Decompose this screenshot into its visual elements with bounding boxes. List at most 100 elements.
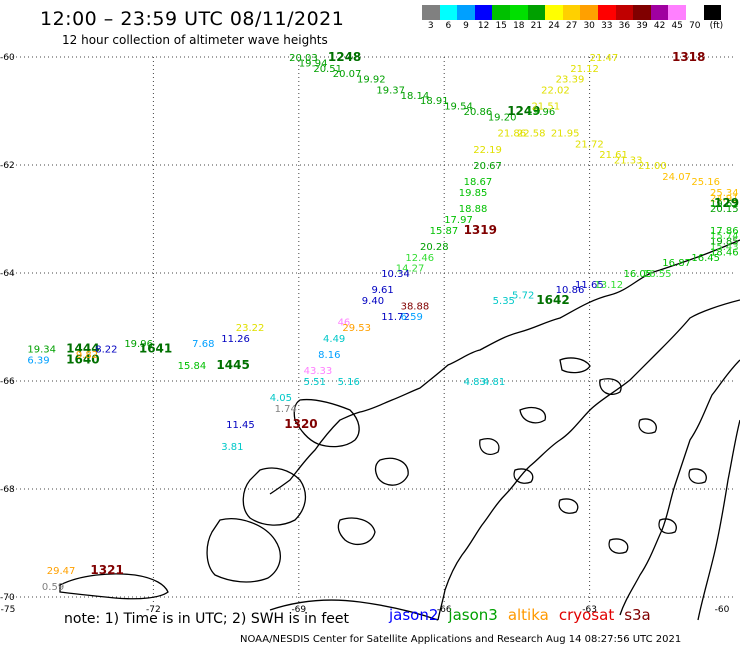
- wave-height-value: 8.16: [318, 350, 340, 361]
- time-label: 1642: [536, 293, 569, 307]
- wave-height-value: 14.27: [396, 264, 425, 275]
- wave-height-value: 15.43: [710, 242, 739, 253]
- page-subtitle: 12 hour collection of altimeter wave hei…: [62, 33, 328, 47]
- longitude-tick-label: -63: [582, 605, 597, 615]
- color-legend-ticks: 3 6 9 12 15 18 21 24 27 30 33 36 39 42 45 70 (ft): [422, 21, 732, 33]
- wave-height-value: 19.92: [357, 75, 386, 86]
- wave-height-value: 16.05: [624, 269, 653, 280]
- color-legend-swatch: [457, 5, 475, 20]
- wave-height-value: 11.45: [226, 420, 255, 431]
- wave-height-value: 11.72: [381, 312, 410, 323]
- wave-height-value: 9.40: [362, 296, 384, 307]
- wave-height-value: 4.81: [483, 377, 505, 388]
- color-legend-tick: 3: [427, 21, 434, 31]
- wave-height-value: 20.15: [710, 204, 739, 215]
- time-label: 1444: [66, 342, 99, 356]
- footer-credit: NOAA/NESDIS Center for Satellite Applica…: [240, 634, 682, 645]
- satellite-legend-entry: jason3: [448, 606, 498, 624]
- color-legend-tick: 18: [513, 21, 525, 31]
- color-legend-tick: (ft): [709, 21, 724, 31]
- color-legend-tick: 33: [601, 21, 613, 31]
- wave-height-value: 21.12: [570, 64, 599, 75]
- coastline: [59, 239, 740, 621]
- color-legend-swatch: [439, 5, 458, 20]
- color-legend-tick: 45: [671, 21, 683, 31]
- wave-height-value: 9.61: [372, 285, 394, 296]
- color-legend-swatch: [703, 5, 722, 20]
- wave-height-value: 21.95: [551, 129, 580, 140]
- color-legend-swatch: [474, 5, 493, 20]
- latitude-tick-label: -70: [0, 593, 15, 603]
- wave-height-value: 20.67: [473, 161, 502, 172]
- wave-height-value: 19.54: [444, 102, 473, 113]
- color-legend-tick: 39: [636, 21, 648, 31]
- time-label: 1319: [464, 223, 497, 237]
- wave-height-value: 9.82: [76, 350, 98, 361]
- color-legend-tick: 15: [495, 21, 507, 31]
- color-legend-swatch: [492, 5, 510, 20]
- wave-height-points: 20.03 124819.9420.5120.0719.9219.3718.141…: [27, 50, 739, 593]
- wave-height-value: 18.67: [464, 177, 493, 188]
- wave-height-value: 22.19: [473, 145, 502, 156]
- wave-height-value: 21.33: [614, 156, 643, 167]
- latitude-tick-label: -60: [0, 53, 15, 63]
- time-label: 1640: [66, 352, 99, 366]
- wave-height-value: 20.51: [313, 64, 342, 75]
- wave-height-value: 19.37: [376, 85, 405, 96]
- wave-height-value: 22.58: [517, 129, 546, 140]
- wave-height-value: 19.85: [459, 188, 488, 199]
- wave-height-value: 11.26: [221, 334, 250, 345]
- time-label: 1318: [672, 50, 705, 64]
- wave-height-value: 15.87: [430, 226, 459, 237]
- color-legend-swatch: [422, 5, 440, 20]
- wave-height-value: 10.34: [381, 269, 410, 280]
- time-label: 1321: [90, 563, 123, 577]
- latitude-tick-label: -68: [0, 485, 15, 495]
- color-legend-swatch: [597, 5, 616, 20]
- color-legend-swatch: [509, 5, 528, 20]
- wave-height-value: 19.94: [299, 58, 328, 69]
- color-legend-swatch: [668, 5, 686, 20]
- longitude-tick-label: -60: [715, 605, 730, 615]
- wave-height-value: 5.16: [338, 377, 360, 388]
- wave-height-value: 18.88: [459, 204, 488, 215]
- wave-height-value: 20.28: [420, 242, 449, 253]
- wave-height-value: 11.65: [575, 280, 604, 291]
- wave-height-value: 4.05: [270, 393, 292, 404]
- wave-height-value: 22.02: [541, 85, 570, 96]
- color-legend-tick: 36: [618, 21, 631, 31]
- wave-height-value: 3.81: [221, 442, 243, 453]
- time-label: 1320: [284, 417, 317, 431]
- latitude-tick-label: -64: [0, 269, 15, 279]
- wave-height-value: 6.59: [401, 312, 423, 323]
- wave-height-value: 4.83: [464, 377, 486, 388]
- color-legend-tick: 12: [477, 21, 490, 31]
- color-legend-tick: 9: [463, 21, 469, 31]
- wave-height-value: 13.12: [594, 280, 623, 291]
- wave-height-value: 20.03: [289, 53, 318, 64]
- wave-height-value: 21.61: [599, 150, 628, 161]
- wave-height-value: 1.74: [275, 404, 297, 415]
- wave-height-value: 25.34: [710, 188, 739, 199]
- color-legend-tick: 30: [583, 21, 595, 31]
- footer-note: note: 1) Time is in UTC; 2) SWH is in fe…: [64, 611, 350, 627]
- wave-height-value: 21.47: [590, 53, 619, 64]
- wave-height-value: 19.62: [710, 199, 739, 210]
- wave-height-value: 16.87: [662, 258, 691, 269]
- wave-height-value: 29.53: [342, 323, 371, 334]
- latitude-labels: -60 -62 -64 -66 -68 -70: [0, 53, 15, 603]
- color-legend-swatch: [527, 5, 546, 20]
- color-legend-swatch: [685, 5, 704, 20]
- wave-height-value: 25.16: [691, 177, 720, 188]
- wave-height-value: 18.46: [710, 247, 739, 258]
- wave-height-value: 19.96: [527, 107, 556, 118]
- wave-height-value: 5.72: [512, 291, 534, 302]
- wave-height-value: 18.91: [420, 96, 449, 107]
- wave-height-value: 23.39: [556, 75, 585, 86]
- longitude-tick-label: -69: [291, 605, 306, 615]
- wave-height-value: 20.86: [464, 107, 493, 118]
- color-legend-swatch: [650, 5, 669, 20]
- wave-height-value: 18.14: [401, 91, 430, 102]
- wave-height-value: 19.20: [488, 112, 517, 123]
